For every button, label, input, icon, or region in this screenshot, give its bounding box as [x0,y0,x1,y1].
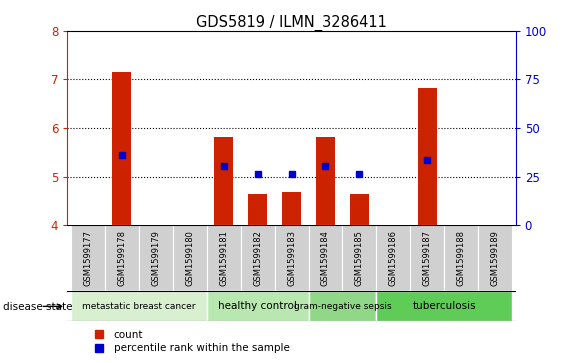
Text: healthy control: healthy control [218,301,297,311]
Bar [105,225,139,292]
Bar [376,225,410,292]
Bar [139,225,173,292]
Bar [207,225,241,292]
Bar [214,137,233,225]
Bar [350,193,369,225]
Title: GDS5819 / ILMN_3286411: GDS5819 / ILMN_3286411 [196,15,387,31]
Bar [282,192,301,225]
Bar [207,291,308,321]
Legend: count, percentile rank within the sample: count, percentile rank within the sample [88,330,289,353]
Bar [71,225,105,292]
Text: GSM1599177: GSM1599177 [83,231,92,286]
Text: GSM1599184: GSM1599184 [321,231,330,286]
Bar [113,72,131,225]
Text: disease state: disease state [3,302,73,312]
Text: GSM1599178: GSM1599178 [117,231,126,286]
Text: GSM1599186: GSM1599186 [389,231,398,286]
Bar [275,225,308,292]
Text: GSM1599182: GSM1599182 [253,231,262,286]
Bar [342,225,376,292]
Bar [173,225,207,292]
Bar [316,137,335,225]
Bar [308,291,376,321]
Text: GSM1599181: GSM1599181 [219,231,228,286]
Text: GSM1599179: GSM1599179 [151,231,160,286]
Bar [71,291,207,321]
Text: gram-negative sepsis: gram-negative sepsis [294,302,391,311]
Text: GSM1599187: GSM1599187 [423,231,432,286]
Text: GSM1599189: GSM1599189 [491,231,500,286]
Text: GSM1599185: GSM1599185 [355,231,364,286]
Bar [241,225,275,292]
Bar [308,225,342,292]
Bar [248,193,267,225]
Bar [418,88,437,225]
Bar [478,225,512,292]
Bar [376,291,512,321]
Bar [410,225,444,292]
Text: tuberculosis: tuberculosis [413,301,476,311]
Text: GSM1599188: GSM1599188 [457,231,466,286]
Text: metastatic breast cancer: metastatic breast cancer [82,302,196,311]
Bar [444,225,478,292]
Text: GSM1599180: GSM1599180 [185,231,194,286]
Text: GSM1599183: GSM1599183 [287,231,296,286]
